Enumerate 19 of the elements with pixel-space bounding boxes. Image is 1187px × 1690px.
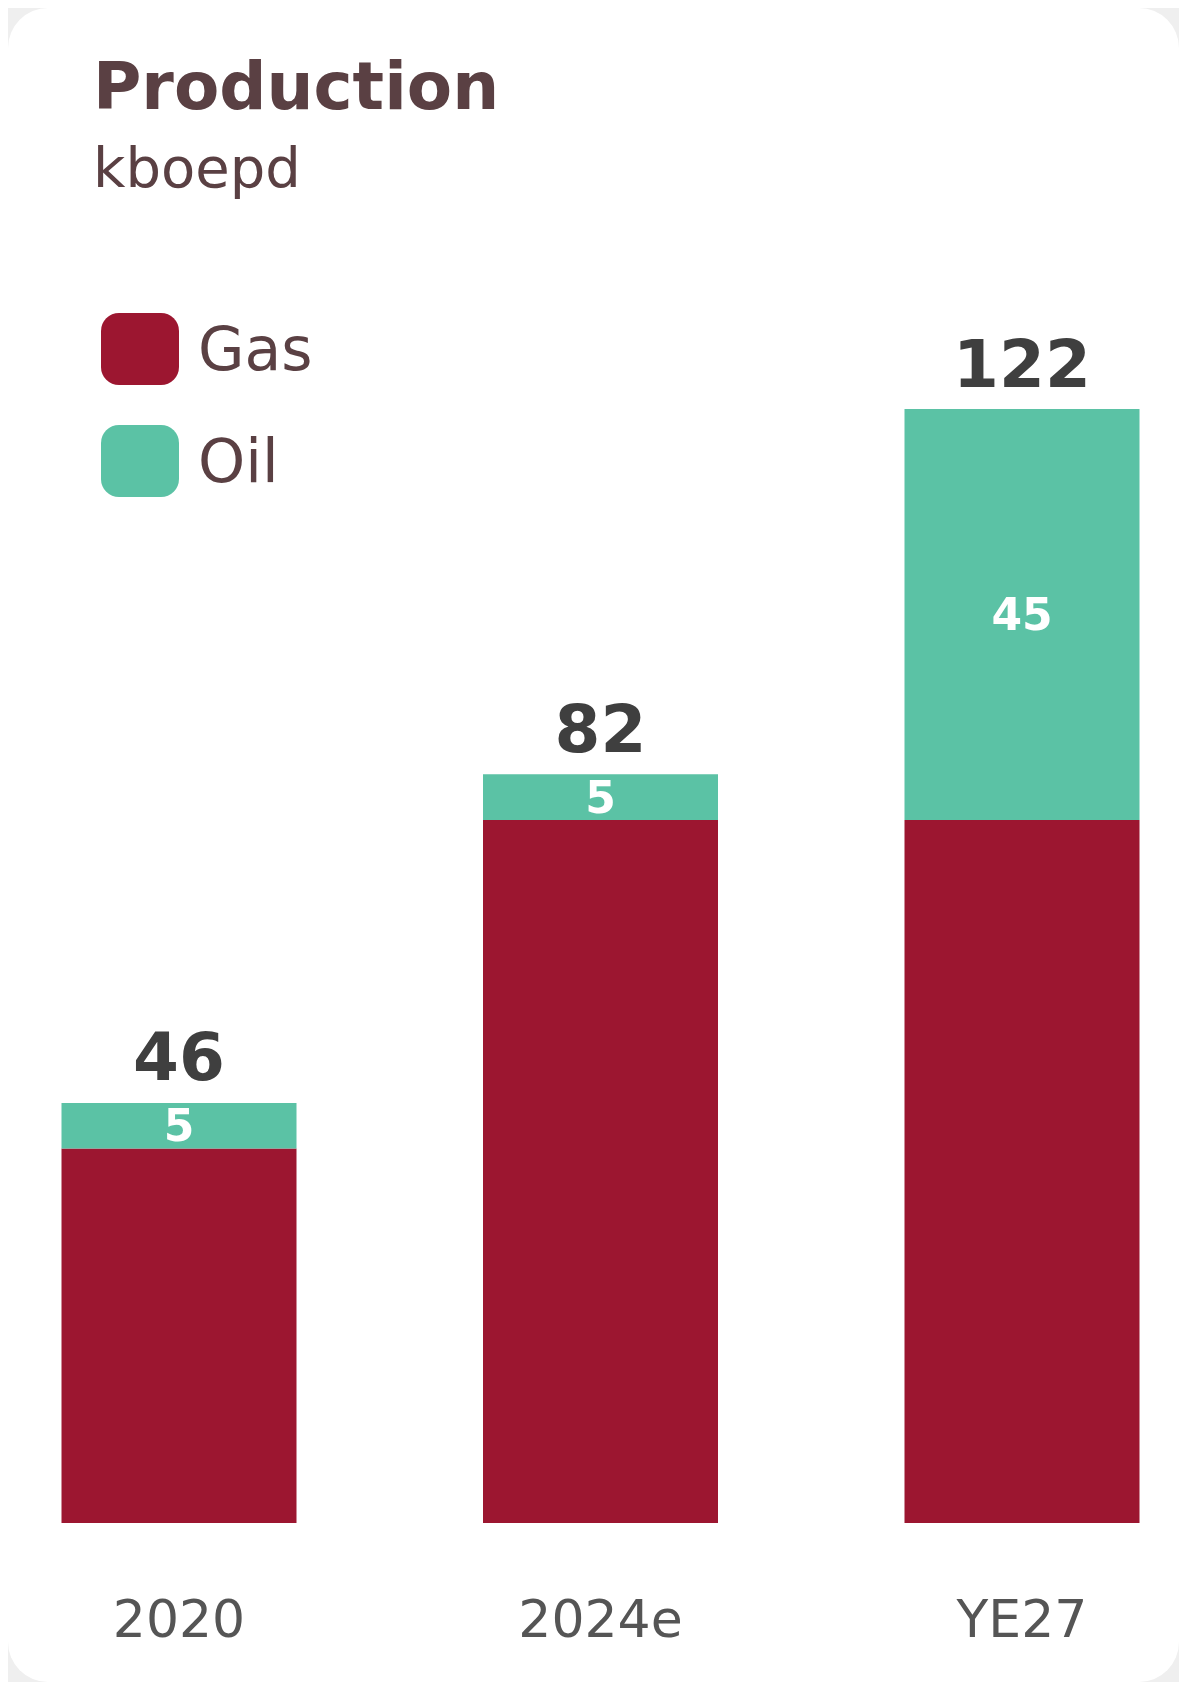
- legend-label: Oil: [198, 426, 279, 496]
- chart-subtitle: kboepd: [93, 134, 301, 200]
- data-label: 5: [585, 771, 616, 823]
- bar: [483, 774, 718, 820]
- bar: [904, 409, 1140, 820]
- bar: [483, 819, 718, 1523]
- total-label: 82: [554, 690, 647, 768]
- bar: [61, 1148, 297, 1523]
- x-tick-label: 2020: [112, 1589, 246, 1649]
- bar: [61, 1102, 297, 1149]
- total-label: 46: [133, 1019, 225, 1097]
- data-label: 5: [163, 1100, 195, 1152]
- total-label: 122: [953, 325, 1091, 403]
- bar: [904, 819, 1140, 1523]
- x-tick-label: YE27: [955, 1589, 1088, 1649]
- legend-label: Gas: [198, 314, 313, 384]
- x-tick-label: 2024e: [518, 1589, 683, 1649]
- data-label: 45: [991, 588, 1053, 640]
- chart-title: Production: [93, 47, 500, 125]
